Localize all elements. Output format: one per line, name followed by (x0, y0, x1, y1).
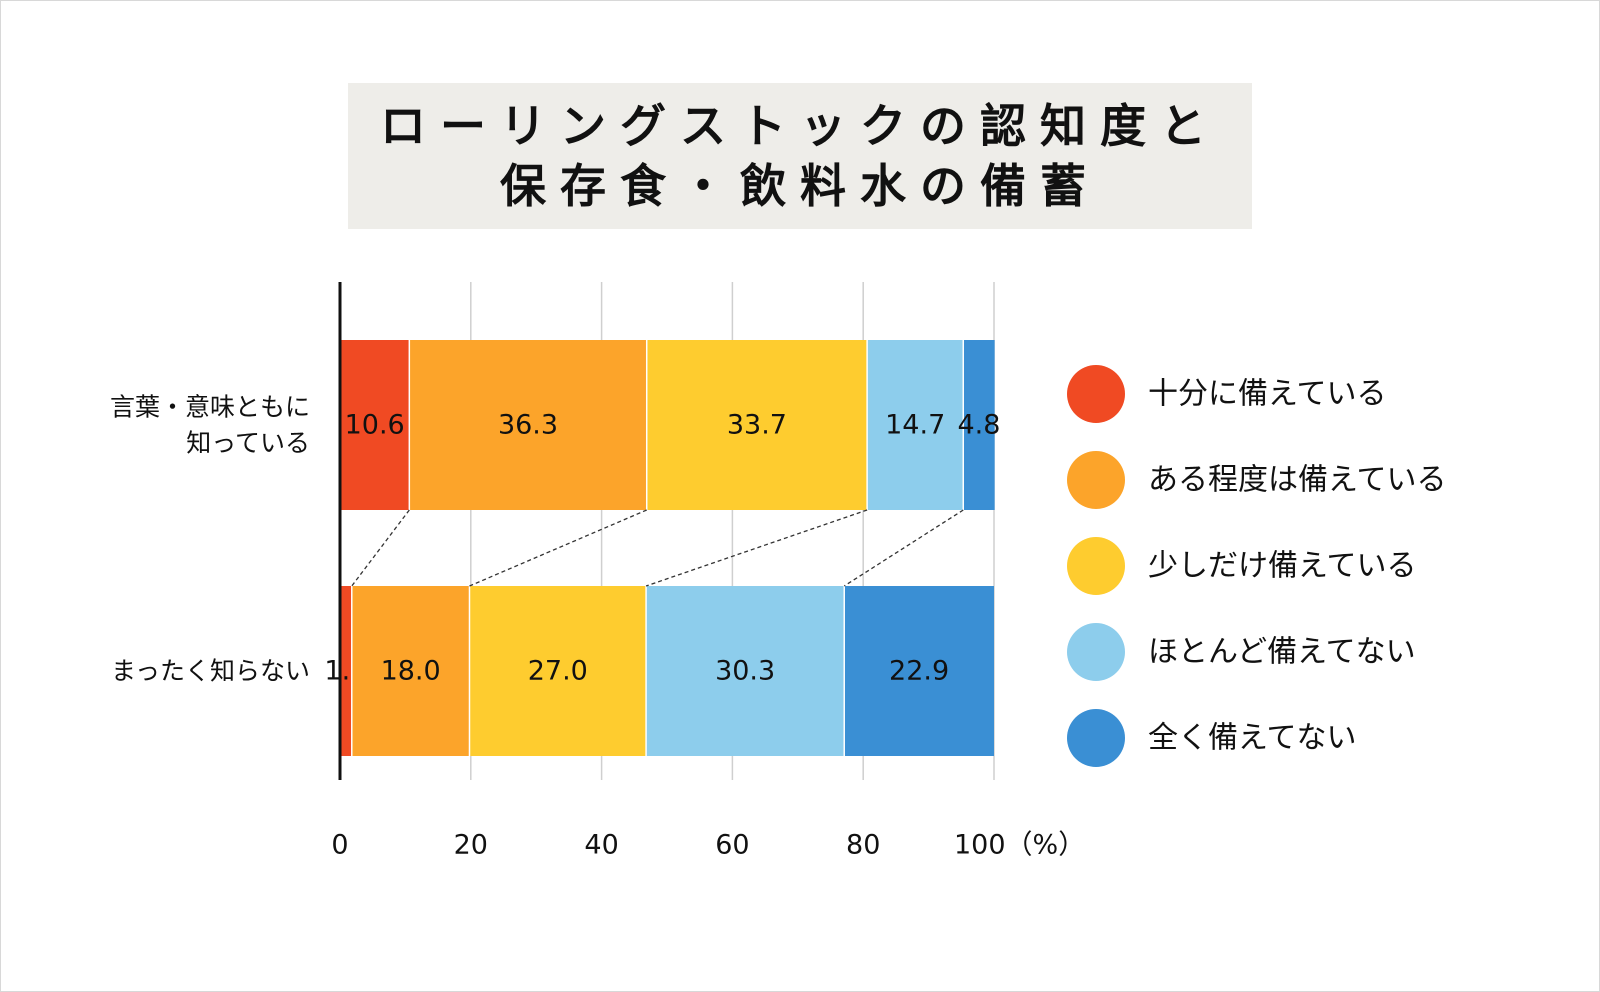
bar-segment (409, 340, 647, 510)
x-tick-label: 100（%） (954, 830, 1085, 861)
bar-segment (340, 340, 410, 510)
x-tick-label: 80 (846, 830, 880, 861)
x-tick-label: 20 (454, 830, 488, 861)
x-tick-label: 40 (584, 830, 618, 861)
chart-title-line-1: ローリングストックの認知度と (380, 99, 1220, 153)
legend-swatch (1067, 451, 1125, 509)
legend-swatch (1067, 537, 1125, 595)
legend-swatch (1067, 623, 1125, 681)
legend-label: 全く備えてない (1148, 721, 1357, 756)
chart-title-box: ローリングストックの認知度と 保存食・飲料水の備蓄 (348, 83, 1252, 229)
legend-swatch (1067, 365, 1125, 423)
connector-line (645, 509, 868, 587)
bar-segment (844, 586, 994, 756)
x-tick-label: 0 (331, 830, 348, 861)
legend-label: 少しだけ備えている (1148, 549, 1417, 584)
bar-segment (867, 340, 964, 510)
chart-title-line-2: 保存食・飲料水の備蓄 (500, 159, 1100, 213)
value-label: 22.9 (889, 656, 949, 687)
value-label: 14.7 (885, 410, 945, 441)
legend-label: ある程度は備えている (1148, 463, 1447, 498)
value-label: 4.8 (957, 410, 1000, 441)
bar-segment (963, 340, 995, 510)
category-label: まったく知らない (111, 657, 310, 686)
legend-swatch (1067, 709, 1125, 767)
legend-label: ほとんど備えてない (1148, 635, 1416, 670)
value-label: 30.3 (715, 656, 775, 687)
category-label: 知っている (186, 429, 310, 458)
value-label: 36.3 (498, 410, 558, 441)
value-label: 33.7 (727, 410, 787, 441)
bar-segment (646, 340, 868, 510)
value-label: 10.6 (345, 410, 405, 441)
bar-segment (340, 586, 352, 756)
connector-line (843, 509, 964, 587)
value-label: 27.0 (528, 656, 588, 687)
bar-segment (351, 586, 470, 756)
bar-segment (469, 586, 647, 756)
bar-segment (646, 586, 845, 756)
x-tick-label: 60 (715, 830, 749, 861)
value-label: 18.0 (381, 656, 441, 687)
category-label: 言葉・意味ともに (110, 393, 310, 422)
connector-line (469, 509, 647, 587)
connector-line (351, 509, 410, 587)
legend-label: 十分に備えている (1148, 377, 1387, 412)
